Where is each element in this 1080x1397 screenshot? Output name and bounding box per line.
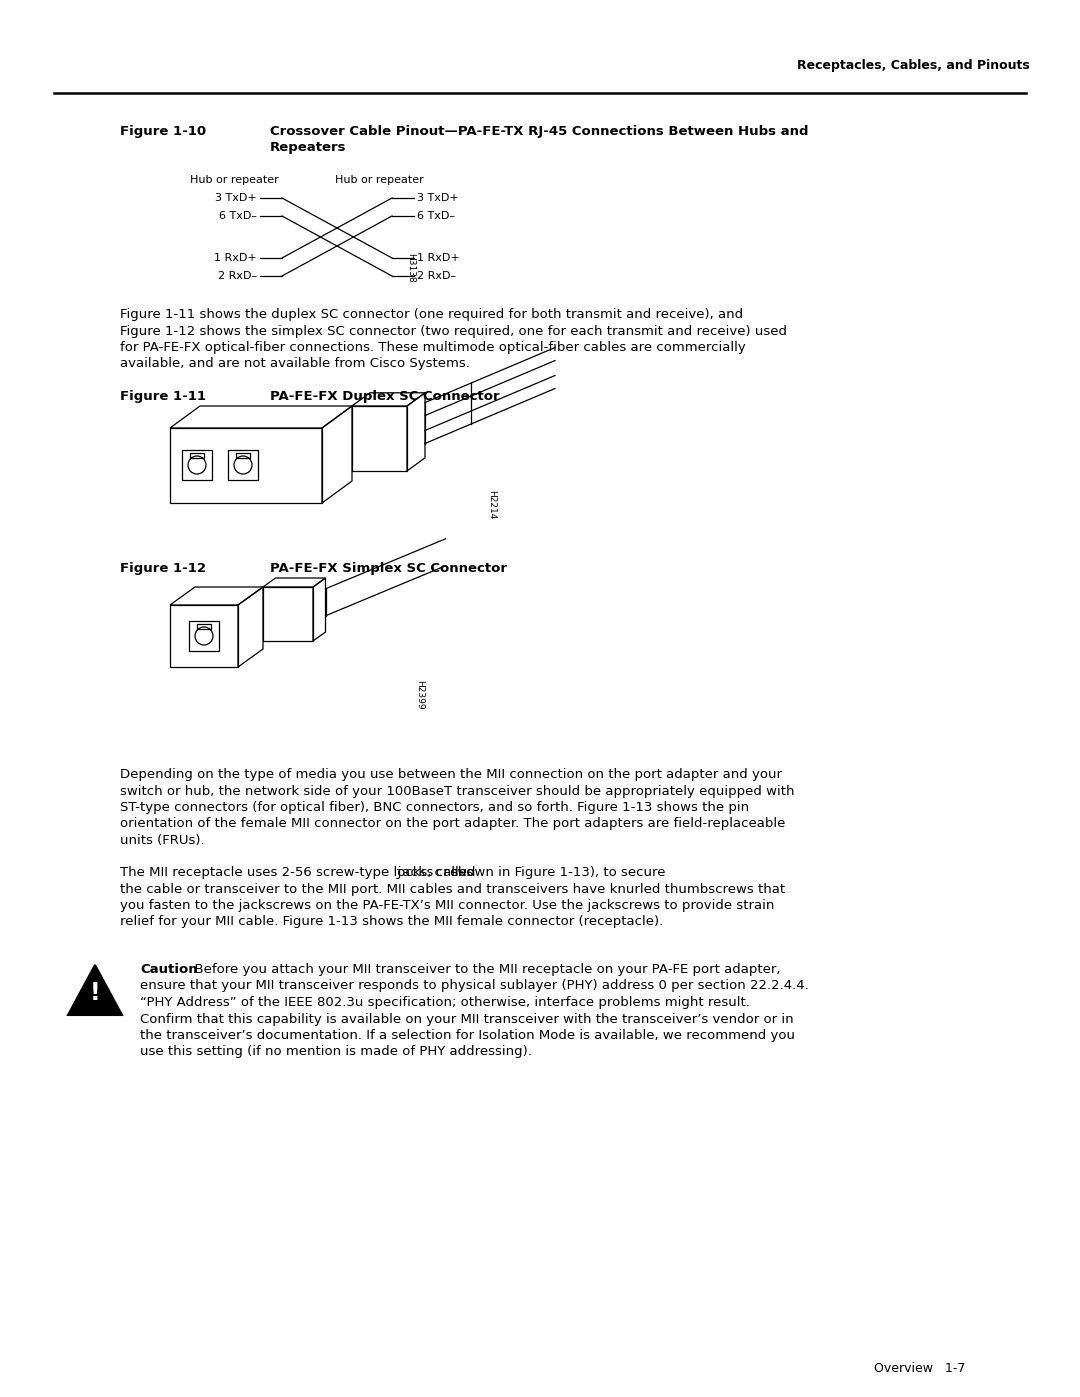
Text: Crossover Cable Pinout—PA-FE-TX RJ-45 Connections Between Hubs and: Crossover Cable Pinout—PA-FE-TX RJ-45 Co… <box>270 124 809 138</box>
Text: you fasten to the jackscrews on the PA-FE-TX’s MII connector. Use the jackscrews: you fasten to the jackscrews on the PA-F… <box>120 900 774 912</box>
Text: !: ! <box>90 981 100 1004</box>
Text: Hub or repeater: Hub or repeater <box>190 175 279 184</box>
Text: for PA-FE-FX optical-fiber connections. These multimode optical-fiber cables are: for PA-FE-FX optical-fiber connections. … <box>120 341 746 353</box>
Text: switch or hub, the network side of your 100BaseT transceiver should be appropria: switch or hub, the network side of your … <box>120 785 795 798</box>
Text: Depending on the type of media you use between the MII connection on the port ad: Depending on the type of media you use b… <box>120 768 782 781</box>
Text: H2214: H2214 <box>487 490 496 520</box>
Text: 2 RxD–: 2 RxD– <box>417 271 456 281</box>
Text: 2 RxD–: 2 RxD– <box>218 271 257 281</box>
Text: available, and are not available from Cisco Systems.: available, and are not available from Ci… <box>120 358 470 370</box>
Text: PA-FE-FX Simplex SC Connector: PA-FE-FX Simplex SC Connector <box>270 562 507 576</box>
Text: Figure 1-12 shows the simplex SC connector (two required, one for each transmit : Figure 1-12 shows the simplex SC connect… <box>120 324 787 338</box>
Text: the transceiver’s documentation. If a selection for Isolation Mode is available,: the transceiver’s documentation. If a se… <box>140 1030 795 1042</box>
Text: Figure 1-11: Figure 1-11 <box>120 390 206 402</box>
Text: Figure 1-12: Figure 1-12 <box>120 562 206 576</box>
Text: PA-FE-FX Duplex SC Connector: PA-FE-FX Duplex SC Connector <box>270 390 500 402</box>
Text: 1 RxD+: 1 RxD+ <box>417 253 460 263</box>
Text: use this setting (if no mention is made of PHY addressing).: use this setting (if no mention is made … <box>140 1045 531 1059</box>
Text: Before you attach your MII transceiver to the MII receptacle on your PA-FE port : Before you attach your MII transceiver t… <box>186 963 781 977</box>
Text: ensure that your MII transceiver responds to physical sublayer (PHY) address 0 p: ensure that your MII transceiver respond… <box>140 979 809 992</box>
Text: “PHY Address” of the IEEE 802.3u specification; otherwise, interface problems mi: “PHY Address” of the IEEE 802.3u specifi… <box>140 996 750 1009</box>
Text: Figure 1-10: Figure 1-10 <box>120 124 206 138</box>
Text: H3138: H3138 <box>406 253 415 282</box>
Text: H2399: H2399 <box>415 680 424 710</box>
Text: Figure 1-11 shows the duplex SC connector (one required for both transmit and re: Figure 1-11 shows the duplex SC connecto… <box>120 307 743 321</box>
Text: 3 TxD+: 3 TxD+ <box>215 193 257 203</box>
Text: shown in Figure 1-13), to secure: shown in Figure 1-13), to secure <box>451 866 665 879</box>
Text: The MII receptacle uses 2-56 screw-type locks, called: The MII receptacle uses 2-56 screw-type … <box>120 866 480 879</box>
Text: 6 TxD–: 6 TxD– <box>219 211 257 221</box>
Text: Repeaters: Repeaters <box>270 141 347 155</box>
Text: the cable or transceiver to the MII port. MII cables and transceivers have knurl: the cable or transceiver to the MII port… <box>120 883 785 895</box>
Polygon shape <box>68 965 122 1016</box>
Text: Confirm that this capability is available on your MII transceiver with the trans: Confirm that this capability is availabl… <box>140 1013 794 1025</box>
Text: orientation of the female MII connector on the port adapter. The port adapters a: orientation of the female MII connector … <box>120 817 785 830</box>
Text: units (FRUs).: units (FRUs). <box>120 834 204 847</box>
Text: Overview   1-7: Overview 1-7 <box>874 1362 966 1375</box>
Text: Caution: Caution <box>140 963 198 977</box>
Text: Receptacles, Cables, and Pinouts: Receptacles, Cables, and Pinouts <box>797 59 1030 73</box>
Text: 1 RxD+: 1 RxD+ <box>214 253 257 263</box>
Text: jackscrews: jackscrews <box>394 866 474 879</box>
Text: 6 TxD–: 6 TxD– <box>417 211 455 221</box>
Text: relief for your MII cable. Figure 1-13 shows the MII female connector (receptacl: relief for your MII cable. Figure 1-13 s… <box>120 915 663 929</box>
Text: ST-type connectors (for optical fiber), BNC connectors, and so forth. Figure 1-1: ST-type connectors (for optical fiber), … <box>120 800 750 814</box>
Text: Hub or repeater: Hub or repeater <box>335 175 423 184</box>
Text: 3 TxD+: 3 TxD+ <box>417 193 459 203</box>
